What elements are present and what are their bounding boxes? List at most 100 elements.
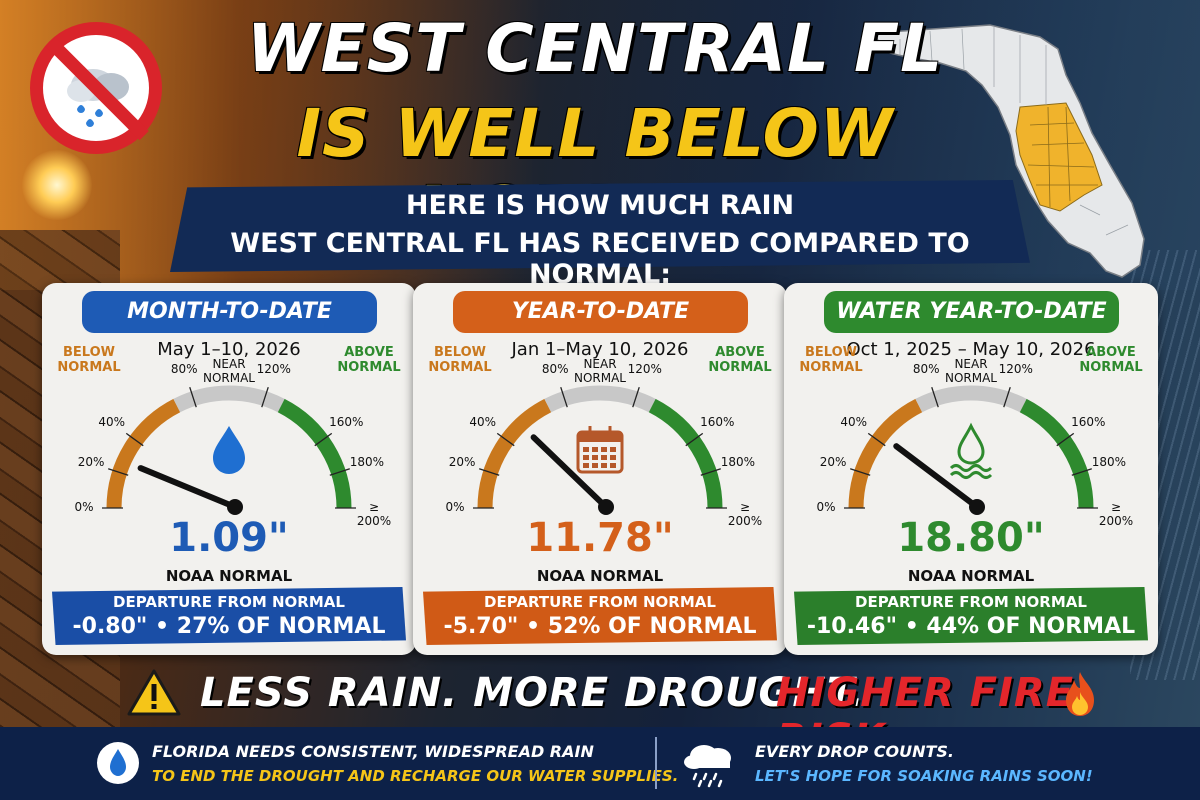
gauge-tick-label: ≥ 200% xyxy=(1098,500,1134,528)
gauge-tick xyxy=(560,387,568,408)
calendar-icon xyxy=(576,426,624,474)
gauge-tick xyxy=(931,387,939,408)
gauge-below-label: BELOW NORMAL xyxy=(57,345,121,375)
gauge-tick-label: 160% xyxy=(1071,414,1106,429)
gauge-tick xyxy=(632,387,640,408)
departure-value: -5.70" • 52% OF NORMAL xyxy=(443,614,757,639)
gauge-tick-label: 40% xyxy=(840,414,868,429)
warning-icon xyxy=(127,669,181,716)
gauge-tick-label: 180% xyxy=(720,455,756,470)
card-water-year-to-date: WATER YEAR-TO-DATE Oct 1, 2025 – May 10,… xyxy=(784,283,1158,655)
gauge-tick xyxy=(125,432,144,447)
departure-banner: DEPARTURE FROM NORMAL -5.70" • 52% OF NO… xyxy=(423,587,777,645)
gauge-tick-label: 20% xyxy=(819,455,847,470)
gauge-below-label: BELOW NORMAL xyxy=(799,345,863,375)
gauge-below-label: BELOW NORMAL xyxy=(428,345,492,375)
gauge-mid-segment xyxy=(173,385,285,413)
gauge-needle xyxy=(137,465,238,510)
gauge-tick-label: 20% xyxy=(77,455,105,470)
gauge xyxy=(102,385,356,515)
departure-banner: DEPARTURE FROM NORMAL -0.80" • 27% OF NO… xyxy=(52,587,406,645)
sun-image xyxy=(22,150,92,220)
departure-value: -0.80" • 27% OF NORMAL xyxy=(72,614,386,639)
gauge-tick xyxy=(329,468,350,476)
gauge-tick-label: 80% xyxy=(541,362,569,377)
gauge-high-segment xyxy=(648,398,723,509)
gauge-tick xyxy=(189,387,197,408)
card-header: YEAR-TO-DATE xyxy=(453,291,748,333)
gauge-tick-label: 0% xyxy=(445,500,465,514)
departure-value: -10.46" • 44% OF NORMAL xyxy=(806,614,1136,639)
gauge-low-segment xyxy=(477,398,552,509)
gauge-tick-label: 120% xyxy=(627,362,662,377)
subtitle-banner xyxy=(170,180,1030,272)
gauge-near-label: NEAR NORMAL xyxy=(202,357,255,385)
card-date-range: May 1–10, 2026 xyxy=(157,339,301,360)
gauge-tick xyxy=(850,468,871,476)
noaa-normal-label: NOAA NORMAL xyxy=(536,567,664,585)
gauge-tick-label: 180% xyxy=(1091,455,1127,470)
water-wave-icon xyxy=(949,422,993,479)
fire-icon xyxy=(1066,672,1094,716)
gauge-mid-segment xyxy=(915,385,1027,413)
footer-bar xyxy=(0,727,1200,800)
gauge xyxy=(473,385,727,515)
gauge-tick xyxy=(261,387,269,408)
rainfall-value: 1.09" xyxy=(169,515,289,561)
subtitle-line-1: HERE IS HOW MUCH RAIN xyxy=(405,190,795,221)
card-date-range: Jan 1–May 10, 2026 xyxy=(511,339,689,360)
gauge-above-label: ABOVE NORMAL xyxy=(337,345,401,375)
water-drop-icon xyxy=(213,426,245,474)
departure-banner: DEPARTURE FROM NORMAL -10.46" • 44% OF N… xyxy=(794,587,1148,645)
noaa-normal-label: NOAA NORMAL xyxy=(165,567,293,585)
gauge-near-label: NEAR NORMAL xyxy=(573,357,626,385)
gauge-tick xyxy=(314,432,333,447)
gauge-needle xyxy=(530,434,609,510)
gauge-tick-label: 80% xyxy=(912,362,940,377)
footer-right-line-1: EVERY DROP COUNTS. xyxy=(755,742,954,761)
gauge-near-label: NEAR NORMAL xyxy=(944,357,997,385)
gauge-mid-segment xyxy=(544,385,656,413)
gauge-tick-label: 20% xyxy=(448,455,476,470)
rainfall-value: 11.78" xyxy=(526,515,674,561)
footer-right-line-2: LET'S HOPE FOR SOAKING RAINS SOON! xyxy=(755,767,1093,785)
gauge-tick-label: 40% xyxy=(469,414,497,429)
gauge-tick xyxy=(479,468,500,476)
footer-left-line-2: TO END THE DROUGHT AND RECHARGE OUR WATE… xyxy=(152,767,679,785)
gauge-tick-label: 160% xyxy=(329,414,364,429)
gauge-high-segment xyxy=(277,398,352,509)
card-header: MONTH-TO-DATE xyxy=(82,291,377,333)
card-header: WATER YEAR-TO-DATE xyxy=(824,291,1119,333)
gauge-tick-label: 180% xyxy=(349,455,385,470)
gauge-tick xyxy=(700,468,721,476)
footer-left-line-1: FLORIDA NEEDS CONSISTENT, WIDESPREAD RAI… xyxy=(152,742,594,761)
departure-label: DEPARTURE FROM NORMAL xyxy=(855,593,1087,611)
gauge-tick xyxy=(1003,387,1011,408)
rainfall-value: 18.80" xyxy=(897,515,1045,561)
footer-divider xyxy=(655,737,657,789)
card-date-range: Oct 1, 2025 – May 10, 2026 xyxy=(846,339,1096,360)
gauge-high-segment xyxy=(1019,398,1094,509)
gauge-tick xyxy=(108,468,129,476)
card-month-to-date: MONTH-TO-DATE May 1–10, 2026 1.09" NOAA … xyxy=(42,283,416,655)
card-year-to-date: YEAR-TO-DATE Jan 1–May 10, 2026 11.78" N… xyxy=(413,283,787,655)
gauge-tick-label: 40% xyxy=(98,414,126,429)
gauge-tick-label: 120% xyxy=(998,362,1033,377)
gauge-above-label: ABOVE NORMAL xyxy=(1079,345,1143,375)
gauge-tick-label: ≥ 200% xyxy=(356,500,392,528)
gauge-tick-label: 120% xyxy=(256,362,291,377)
gauge-tick-label: 0% xyxy=(74,500,94,514)
warning-text: LESS RAIN. MORE DROUGHT. xyxy=(200,670,865,716)
gauge-tick-label: 160% xyxy=(700,414,735,429)
gauge-tick xyxy=(1056,432,1075,447)
gauge-pivot xyxy=(969,499,985,515)
gauge-tick-label: 0% xyxy=(816,500,836,514)
gauge-low-segment xyxy=(106,398,181,509)
gauge-tick xyxy=(685,432,704,447)
gauge-tick xyxy=(867,432,886,447)
subtitle-line-2: WEST CENTRAL FL HAS RECEIVED COMPARED TO… xyxy=(230,228,970,290)
gauge-needle xyxy=(893,443,980,510)
gauge-pivot xyxy=(227,499,243,515)
water-drop-icon xyxy=(97,742,139,784)
departure-label: DEPARTURE FROM NORMAL xyxy=(113,593,345,611)
